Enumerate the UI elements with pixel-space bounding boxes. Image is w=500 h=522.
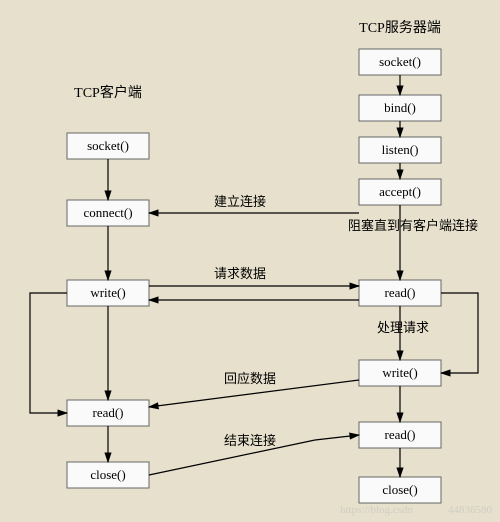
server-label-s_read2: read() (384, 427, 415, 442)
server-label-s_socket: socket() (379, 54, 421, 69)
watermark-right: 44836580 (448, 504, 493, 516)
server-label-s_bind: bind() (384, 100, 416, 115)
server-label-s_read1: read() (384, 285, 415, 300)
edge-16 (441, 293, 478, 373)
edge-label-12: 请求数据 (214, 266, 266, 281)
client-label-c_connect: connect() (83, 205, 132, 220)
edge-14-then (315, 435, 359, 440)
client-label-c_write: write() (90, 285, 125, 300)
server-label-s_close: close() (382, 482, 417, 497)
server-label-s_listen: listen() (382, 142, 419, 157)
edge-label-11: 建立连接 (214, 194, 266, 209)
side-label-18: 处理请求 (377, 320, 429, 335)
watermark-left: https://blog.csdn (340, 504, 414, 516)
edge-15 (30, 293, 67, 413)
client-title: TCP客户端 (74, 84, 142, 101)
server-label-s_accept: accept() (379, 184, 421, 199)
edge-label-13: 回应数据 (224, 371, 276, 386)
side-label-17: 阻塞直到有客户端连接 (348, 218, 478, 233)
server-label-s_write: write() (382, 365, 417, 380)
server-title: TCP服务器端 (359, 20, 441, 36)
client-label-c_close: close() (90, 467, 125, 482)
edge-label-14: 结束连接 (224, 433, 276, 448)
client-label-c_socket: socket() (87, 138, 129, 153)
client-label-c_read: read() (92, 405, 123, 420)
